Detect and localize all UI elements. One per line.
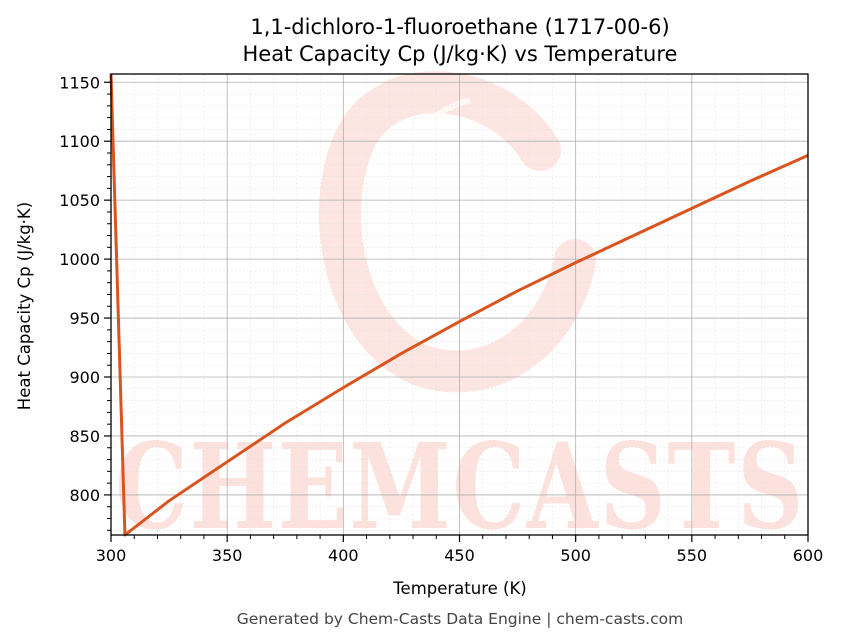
x-tick-label: 600 [793,546,824,565]
watermark-logo [319,71,596,393]
series-layer [109,73,809,537]
x-tick-label: 500 [560,546,591,565]
chart-title: 1,1-dichloro-1-fluoroethane (1717-00-6) [250,15,669,39]
watermark-text: CHEMCASTS [115,417,805,556]
y-tick-label: 1100 [59,132,100,151]
y-tick-label: 950 [69,309,100,328]
x-axis-label: Temperature (K) [392,579,526,598]
x-tick-label: 350 [212,546,243,565]
x-tick-label: 550 [677,546,708,565]
y-tick-label: 900 [69,368,100,387]
y-tick-label: 1150 [59,73,100,92]
y-axis-label: Heat Capacity Cp (J/kg·K) [15,202,34,410]
y-tick-label: 850 [69,427,100,446]
x-axis: 300 350 400 450 500 550 600 [96,535,824,565]
y-tick-label: 800 [69,486,100,505]
x-tick-label: 400 [328,546,359,565]
y-axis: 800 850 900 950 1000 1050 1100 1150 [59,73,111,531]
series-line-heat-capacity [109,73,809,537]
footer-credit: Generated by Chem-Casts Data Engine | ch… [237,610,683,628]
x-tick-label: 450 [444,546,475,565]
y-tick-label: 1000 [59,250,100,269]
chart-subtitle: Heat Capacity Cp (J/kg·K) vs Temperature [243,42,678,66]
x-tick-label: 300 [96,546,127,565]
y-tick-label: 1050 [59,191,100,210]
